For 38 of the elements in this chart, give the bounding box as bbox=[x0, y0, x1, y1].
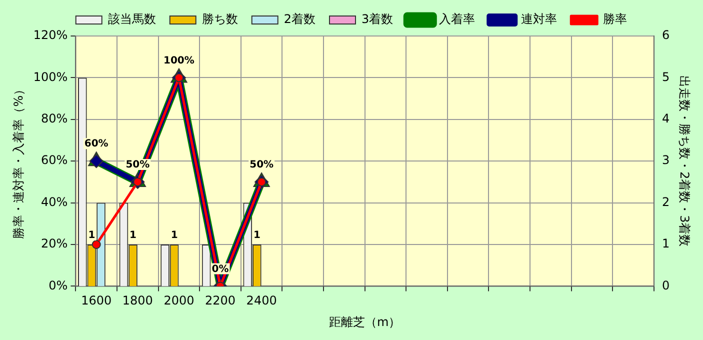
legend-label: 勝率 bbox=[603, 12, 628, 26]
x-tick-label: 2200 bbox=[205, 294, 236, 308]
data-label: 1 bbox=[170, 230, 178, 242]
y2-tick-label: 1 bbox=[662, 236, 670, 251]
data-label: 50% bbox=[126, 160, 150, 171]
legend-label: 連対率 bbox=[521, 12, 558, 26]
legend-label: 該当馬数 bbox=[108, 12, 156, 26]
y-tick-label: 40% bbox=[41, 194, 68, 209]
y2-tick-label: 3 bbox=[662, 153, 670, 168]
data-label: 50% bbox=[250, 160, 274, 171]
y2-tick-label: 5 bbox=[662, 70, 670, 84]
y2-tick-label: 0 bbox=[662, 278, 670, 292]
data-label: 1 bbox=[88, 230, 96, 242]
legend-label: 勝ち数 bbox=[202, 12, 238, 26]
x-tick-label: 1600 bbox=[81, 294, 112, 308]
y-tick-label: 100% bbox=[33, 70, 68, 84]
data-label: 100% bbox=[164, 55, 194, 66]
y2-tick-label: 4 bbox=[662, 112, 670, 126]
y2-tick-label: 2 bbox=[662, 194, 670, 209]
y-tick-label: 60% bbox=[41, 153, 68, 168]
y-tick-label: 120% bbox=[33, 28, 68, 42]
y-tick-label: 80% bbox=[41, 112, 68, 126]
x-axis-title: 距離芝（m） bbox=[328, 314, 401, 329]
legend-label: 3着数 bbox=[362, 12, 394, 26]
y-tick-label: 0% bbox=[48, 278, 68, 292]
y2-tick-label: 6 bbox=[662, 28, 670, 42]
y-axis-title: 勝率・連対率・入着率（%） bbox=[11, 83, 26, 239]
legend-label: 入着率 bbox=[439, 12, 476, 26]
x-tick-label: 2000 bbox=[164, 294, 194, 308]
x-tick-label: 1800 bbox=[122, 294, 153, 308]
data-label: 1 bbox=[253, 230, 260, 242]
data-label: 60% bbox=[84, 138, 108, 150]
x-tick-label: 2400 bbox=[246, 294, 277, 308]
data-label: 0% bbox=[212, 264, 229, 275]
legend-label: 2着数 bbox=[284, 12, 316, 26]
y2-axis-title: 出走数・勝ち数・2着数・3着数 bbox=[678, 75, 692, 247]
y-tick-label: 20% bbox=[41, 236, 68, 251]
data-label: 1 bbox=[130, 230, 137, 242]
